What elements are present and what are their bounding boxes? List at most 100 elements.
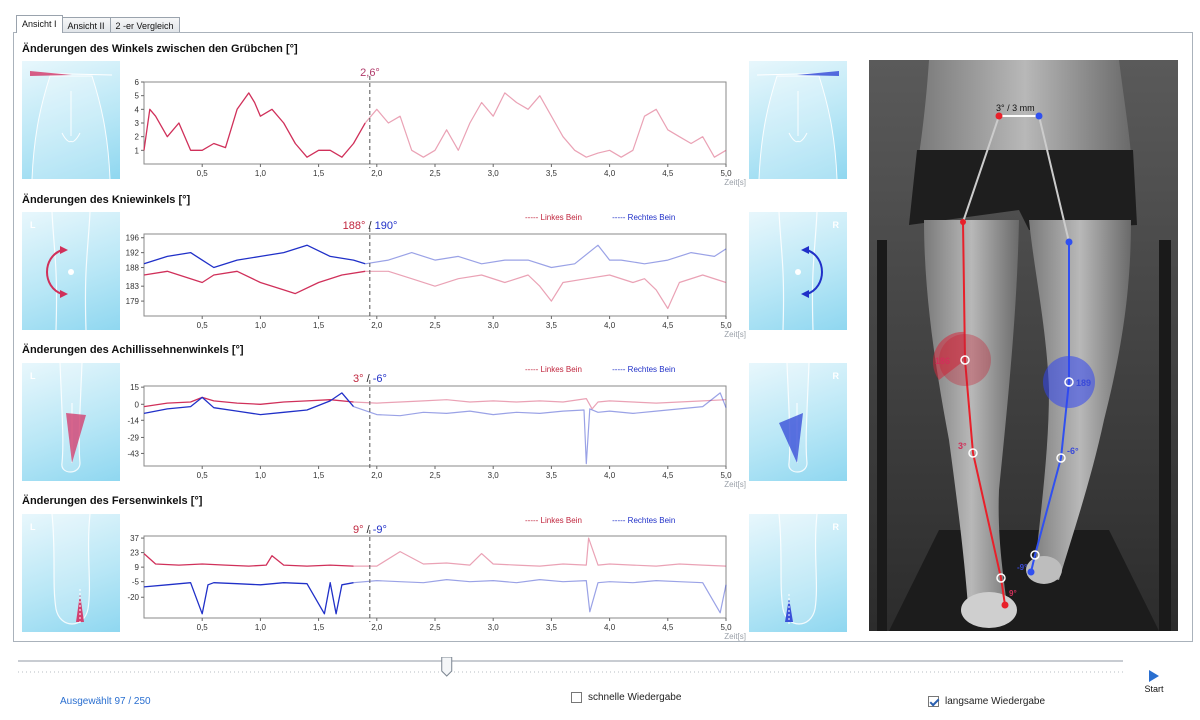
chart-knie: 196 192 188 183 179 0,5 1,0 1,5 2,0 2,5 3,0 3,5 4,0 4…	[100, 228, 750, 340]
readout-gruebchen: 2,6°	[330, 67, 410, 79]
x-tick-label: 1,0	[255, 623, 267, 632]
x-tick-label: 3,0	[488, 471, 500, 480]
x-tick-label: 3,0	[488, 623, 500, 632]
x-axis-label: Zeit[s]	[724, 632, 746, 641]
x-tick-label: 3,0	[488, 169, 500, 178]
photo-label-knee-right: 189	[1076, 378, 1091, 388]
y-tick-label: 0	[135, 400, 140, 409]
timeline-slider[interactable]	[18, 656, 1123, 677]
fast-playback-box[interactable]	[571, 692, 582, 703]
legend-achilles: ----- Linkes Bein ----- Rechtes Bein	[525, 365, 675, 374]
thumb-letter-left: L	[30, 220, 36, 230]
y-tick-label: -29	[127, 433, 139, 442]
section-title-gruebchen: Änderungen des Winkels zwischen den Grüb…	[22, 43, 298, 55]
x-tick-label: 2,0	[371, 169, 383, 178]
legend-right-leg: ----- Rechtes Bein	[612, 365, 676, 374]
y-tick-label: 179	[126, 297, 140, 306]
x-tick-label: 4,0	[604, 471, 616, 480]
thumb-letter-right: R	[832, 522, 840, 532]
readout-ferse: 9° / -9°	[353, 524, 387, 536]
y-tick-label: 192	[126, 249, 140, 258]
timeline-slider-thumb[interactable]	[441, 656, 453, 677]
plot-area	[143, 385, 727, 467]
start-button[interactable]: Start	[1139, 670, 1169, 700]
readout-left-value: 2,6°	[360, 67, 380, 79]
x-tick-label: 5,0	[720, 321, 732, 330]
y-tick-label: 2	[135, 133, 140, 142]
readout-right-value: 190°	[374, 220, 398, 232]
y-tick-label: 23	[130, 549, 139, 558]
y-tick-label: 188	[126, 264, 140, 273]
x-tick-label: 4,5	[662, 623, 674, 632]
series-line-played-left	[143, 553, 354, 567]
series-line-played	[143, 92, 366, 158]
series-line-upcoming-right	[353, 578, 727, 614]
x-tick-label: 2,5	[429, 623, 441, 632]
chart-gruebchen: 6 5 4 3 2 1 0,5 1,0 1,5 2,0 2,5 3,0 3,5 4,0 4,5 5,0 Zeit…	[100, 76, 750, 188]
section-title-knie: Änderungen des Kniewinkels [°]	[22, 194, 191, 206]
x-tick-label: 2,0	[371, 321, 383, 330]
series-line-played-right	[143, 392, 354, 416]
video-frame: 3° / 3 mm 186 189 3° -6° 9° -9°	[869, 60, 1178, 631]
y-tick-label: 5	[135, 92, 140, 101]
x-tick-label: 0,5	[197, 471, 209, 480]
thumb-knee-left: L	[22, 212, 120, 330]
play-icon	[1149, 670, 1159, 682]
chart-svg: 196 192 188 183 179 0,5 1,0 1,5 2,0 2,5 3,0 3,5 4,0 4…	[126, 228, 746, 339]
y-tick-label: 183	[126, 282, 140, 291]
x-tick-label: 5,0	[720, 623, 732, 632]
section-title-ferse: Änderungen des Fersenwinkels [°]	[22, 495, 203, 507]
tab-2er-vergleich[interactable]: 2 -er Vergleich	[109, 17, 180, 33]
plot-area	[143, 81, 727, 165]
thumb-knee-right: R	[749, 212, 847, 330]
series-line-upcoming-right	[353, 392, 727, 465]
series-line-upcoming-left	[353, 398, 727, 410]
fast-playback-checkbox[interactable]: schnelle Wiedergabe	[571, 692, 681, 703]
readout-left-value: 188°	[342, 220, 366, 232]
thumb-letter-right: R	[832, 371, 840, 381]
x-axis-label: Zeit[s]	[724, 178, 746, 187]
y-tick-label: 37	[130, 534, 139, 543]
start-button-label: Start	[1144, 684, 1164, 694]
legend-right-leg: ----- Rechtes Bein	[612, 516, 676, 525]
series-line-upcoming-left	[353, 537, 727, 567]
thumb-achilles-left: L	[22, 363, 120, 481]
thumb-heel-right: R	[749, 514, 847, 632]
series-line-played-left	[143, 270, 366, 295]
y-tick-label: 9	[135, 563, 140, 572]
y-tick-label: 4	[135, 105, 140, 114]
chart-ferse: 37 23 9 -5 -20 0,5 1,0 1,5 2,0 2,5 3,0 3,5 4,0 4,5 5,0…	[100, 530, 750, 642]
chart-svg: 37 23 9 -5 -20 0,5 1,0 1,5 2,0 2,5 3,0 3,5 4,0 4,5 5,0…	[127, 530, 746, 641]
section-title-achilles: Änderungen des Achillissehnenwinkels [°]	[22, 344, 244, 356]
runner-video-illustration: 3° / 3 mm 186 189 3° -6° 9° -9°	[869, 60, 1178, 631]
x-tick-label: 4,5	[662, 321, 674, 330]
chart-svg: 6 5 4 3 2 1 0,5 1,0 1,5 2,0 2,5 3,0 3,5 4,0 4,5 5,0Zeit…	[135, 76, 746, 187]
view-tabs: Ansicht I Ansicht II 2 -er Vergleich	[16, 15, 180, 33]
chart-achilles: 15 0 -14 -29 -43 0,5 1,0 1,5 2,0 2,5 3,0 3,5 4,0 4,5 5…	[100, 380, 750, 490]
legend-knie: ----- Linkes Bein ----- Rechtes Bein	[525, 213, 675, 222]
slow-playback-checkbox[interactable]: langsame Wiedergabe	[928, 696, 1045, 707]
x-tick-label: 0,5	[197, 321, 209, 330]
slow-playback-box[interactable]	[928, 696, 939, 707]
series-line-upcoming-right	[365, 244, 727, 269]
x-tick-label: 1,5	[313, 623, 325, 632]
y-tick-label: -43	[127, 449, 139, 458]
readout-right-value: -9°	[372, 524, 387, 536]
tab-ansicht-2[interactable]: Ansicht II	[61, 17, 111, 33]
selected-frame-counter: Ausgewählt 97 / 250	[60, 696, 151, 707]
x-tick-label: 4,5	[662, 169, 674, 178]
readout-left-value: 3°	[353, 373, 364, 385]
photo-label-dimple: 3° / 3 mm	[996, 103, 1035, 113]
y-tick-label: 1	[135, 146, 140, 155]
thumb-back-left	[22, 61, 120, 179]
x-tick-label: 2,5	[429, 321, 441, 330]
x-tick-label: 0,5	[197, 169, 209, 178]
thumb-letter-left: L	[30, 522, 36, 532]
thumb-letter-left: L	[30, 371, 36, 381]
series-line-upcoming-left	[365, 270, 727, 310]
series-line-played-right	[143, 582, 354, 615]
readout-knie: 188° / 190°	[342, 220, 398, 232]
plot-area	[143, 233, 727, 317]
x-tick-label: 1,0	[255, 169, 267, 178]
tab-ansicht-1[interactable]: Ansicht I	[16, 15, 63, 33]
